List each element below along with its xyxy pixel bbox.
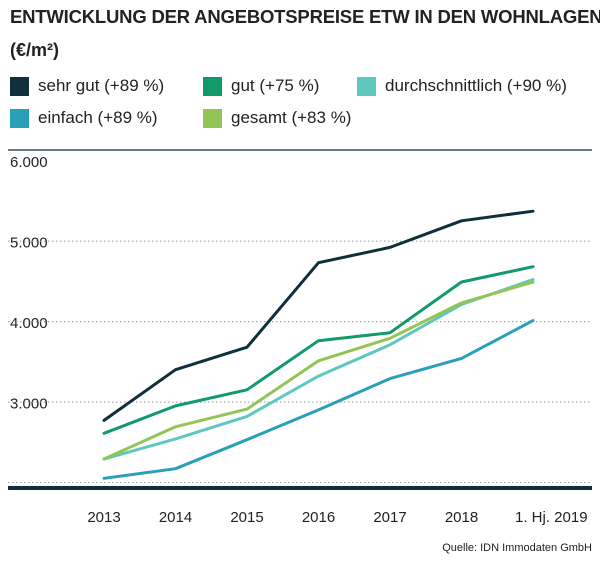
legend-item-gesamt: gesamt (+83 %) [203,108,351,128]
x-tick-label: 2013 [87,509,120,526]
x-tick-label: 2017 [373,509,406,526]
legend-swatch-einfach [10,108,29,128]
y-tick-label: 4.000 [10,315,48,332]
y-tick-label: 5.000 [10,235,48,252]
x-tick-label: 2015 [230,509,263,526]
series-line-einfach [102,319,535,480]
x-tick-label: 2016 [302,509,335,526]
legend-swatch-sehr-gut [10,76,29,96]
legend-label-gut: gut (+75 %) [231,76,320,95]
legend-label-sehr-gut: sehr gut (+89 %) [38,76,165,95]
x-tick-label: 2018 [445,509,478,526]
legend-item-gut: gut (+75 %) [203,76,319,96]
legend-swatch-durchschnittlich [357,76,376,96]
legend-label-einfach: einfach (+89 %) [38,108,158,127]
legend-label-durchschnittlich: durchschnittlich (+90 %) [385,76,567,95]
legend-item-einfach: einfach (+89 %) [10,108,158,128]
x-tick-label: 1. Hj. 2019 [515,509,588,526]
series-line-durchschnittlich [102,278,535,461]
legend-swatch-gut [203,76,222,96]
chart-subtitle: (€/m²) [10,40,59,60]
legend-item-durchschnittlich: durchschnittlich (+90 %) [357,76,567,96]
legend-item-sehr-gut: sehr gut (+89 %) [10,76,164,96]
chart-title: ENTWICKLUNG DER ANGEBOTSPREISE ETW IN DE… [10,6,600,27]
series-line-gut [102,265,535,435]
y-tick-label: 6.000 [10,154,48,171]
series-line-gesamt [102,280,535,461]
y-tick-label: 3.000 [10,396,48,413]
legend-label-gesamt: gesamt (+83 %) [231,108,352,127]
x-tick-label: 2014 [159,509,192,526]
series-line-sehr-gut [102,209,535,422]
source-note: Quelle: IDN Immodaten GmbH [442,542,592,554]
legend-swatch-gesamt [203,108,222,128]
